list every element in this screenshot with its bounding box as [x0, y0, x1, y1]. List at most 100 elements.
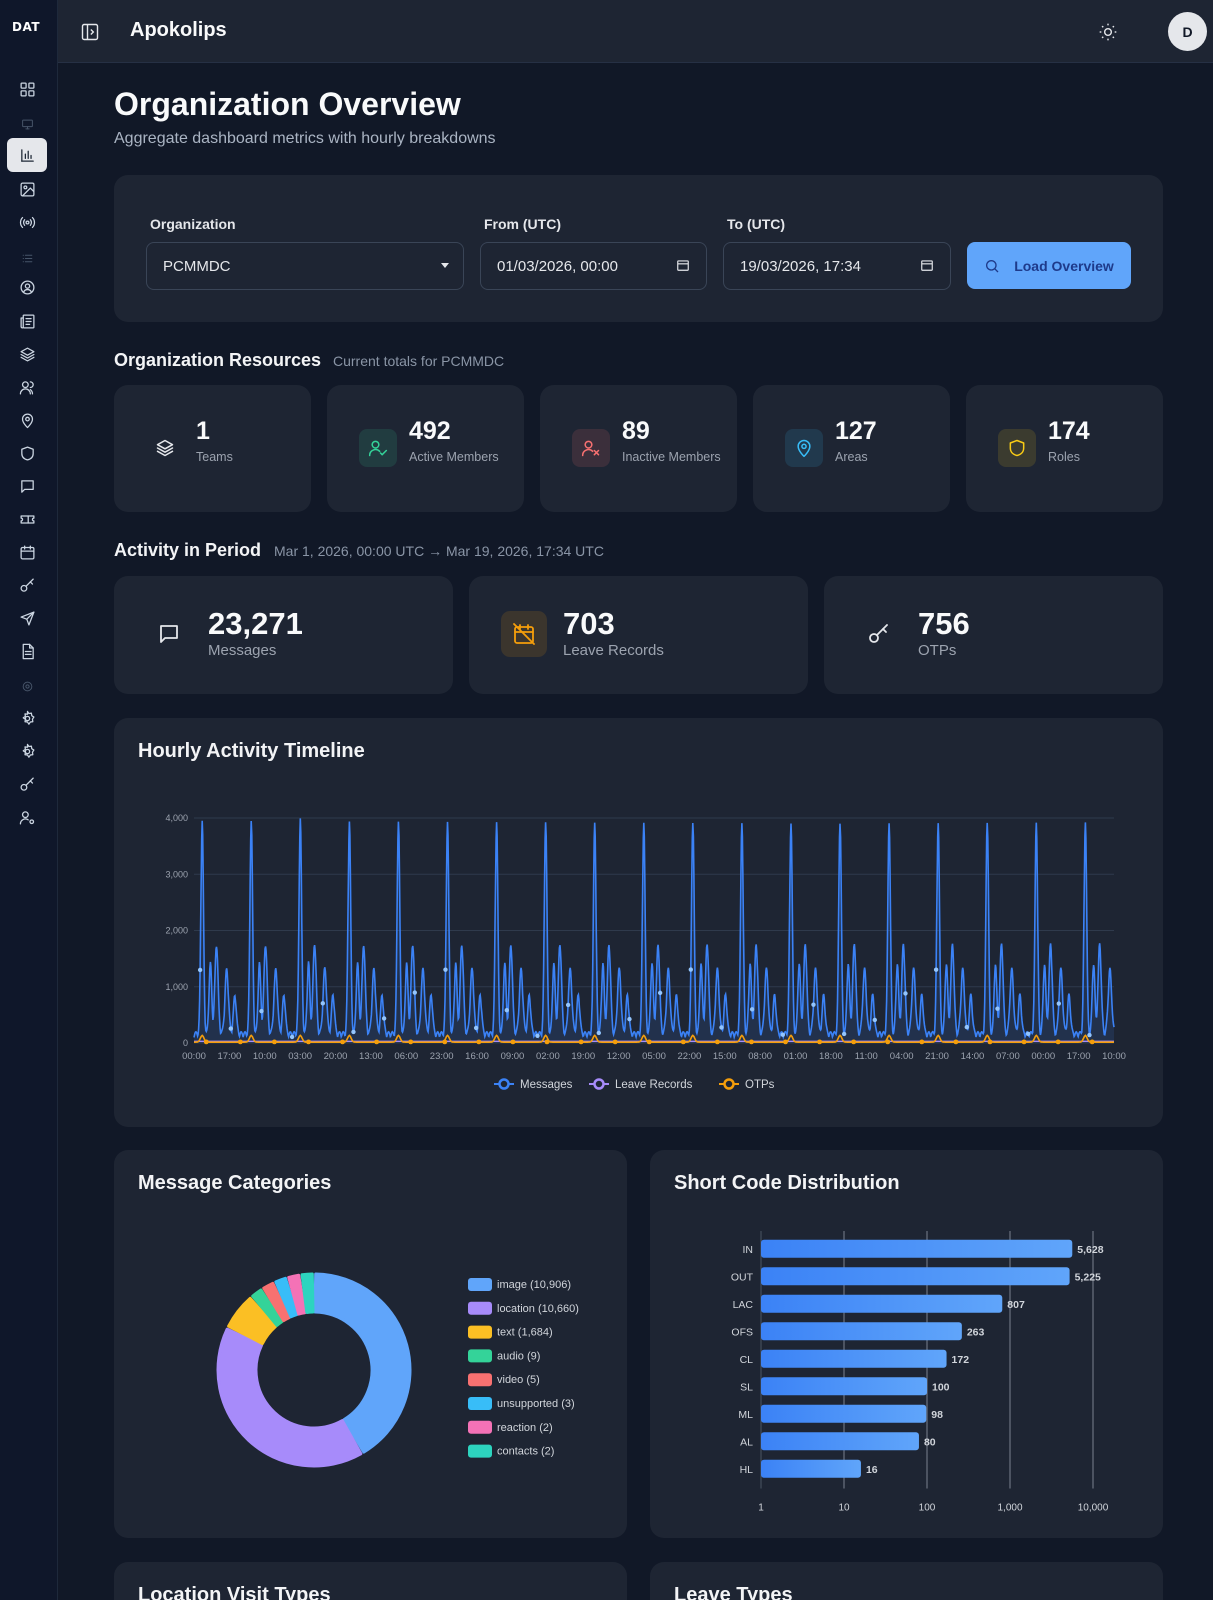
otps-point[interactable]: [374, 1039, 380, 1045]
messages-point[interactable]: [627, 1016, 632, 1022]
bar-HL[interactable]: [761, 1459, 861, 1478]
sidebar-item-settings[interactable]: [7, 734, 47, 768]
legend-item[interactable]: Leave Records: [589, 1078, 693, 1091]
sidebar-item-broadcast[interactable]: [7, 205, 47, 239]
otps-point[interactable]: [1021, 1039, 1027, 1045]
donut-slice-location[interactable]: [216, 1327, 363, 1468]
messages-point[interactable]: [688, 967, 693, 972]
messages-point[interactable]: [1025, 1031, 1031, 1036]
to-datetime-input[interactable]: 19/03/2026, 17:34: [723, 242, 951, 290]
otps-point[interactable]: [646, 1039, 652, 1045]
otps-point[interactable]: [783, 1039, 788, 1045]
messages-point[interactable]: [535, 1033, 540, 1038]
otps-point[interactable]: [919, 1039, 925, 1045]
otps-point[interactable]: [987, 1039, 993, 1045]
otps-point[interactable]: [953, 1039, 959, 1045]
messages-point[interactable]: [412, 990, 417, 995]
sidebar-item-newspaper[interactable]: [7, 304, 47, 338]
messages-point[interactable]: [719, 1025, 724, 1030]
sun-icon[interactable]: [1098, 22, 1118, 42]
messages-point[interactable]: [903, 991, 908, 996]
legend-item[interactable]: audio (9): [468, 1349, 540, 1363]
bar-ML[interactable]: [761, 1404, 927, 1423]
messages-point[interactable]: [1087, 1032, 1092, 1038]
calendar-icon[interactable]: [676, 258, 690, 272]
messages-point[interactable]: [351, 1029, 356, 1035]
sidebar-item-ticket[interactable]: [7, 502, 47, 536]
donut-slice-image[interactable]: [313, 1272, 412, 1454]
messages-point[interactable]: [780, 1032, 785, 1037]
otps-point[interactable]: [237, 1039, 243, 1045]
avatar[interactable]: D: [1168, 12, 1207, 51]
otps-point[interactable]: [612, 1039, 618, 1045]
otps-point[interactable]: [749, 1039, 754, 1045]
donut-slice-unsupported[interactable]: [274, 1276, 299, 1319]
messages-point[interactable]: [565, 1002, 571, 1008]
otps-point[interactable]: [1055, 1039, 1061, 1045]
messages-point[interactable]: [657, 990, 663, 996]
otps-point[interactable]: [680, 1039, 686, 1045]
legend-item[interactable]: contacts (2): [468, 1444, 554, 1458]
messages-point[interactable]: [473, 1025, 479, 1031]
bar-IN[interactable]: [761, 1239, 1073, 1258]
otps-point[interactable]: [340, 1039, 345, 1045]
messages-point[interactable]: [320, 1001, 325, 1006]
sidebar-item-send[interactable]: [7, 601, 47, 635]
bar-OUT[interactable]: [761, 1267, 1070, 1286]
messages-point[interactable]: [197, 967, 203, 973]
messages-point[interactable]: [381, 1016, 387, 1021]
otps-point[interactable]: [851, 1039, 857, 1045]
sidebar-item-calendar[interactable]: [7, 535, 47, 569]
donut-slice-reaction[interactable]: [287, 1273, 307, 1316]
sidebar-item-layers[interactable]: [7, 337, 47, 371]
sidebar-item-key[interactable]: [7, 767, 47, 801]
legend-item[interactable]: OTPs: [719, 1078, 775, 1091]
messages-point[interactable]: [504, 1007, 509, 1013]
messages-point[interactable]: [995, 1006, 1000, 1011]
donut-slice-video[interactable]: [262, 1281, 291, 1323]
otps-point[interactable]: [442, 1039, 448, 1045]
messages-point[interactable]: [749, 1007, 755, 1012]
messages-point[interactable]: [933, 967, 939, 972]
otps-point[interactable]: [578, 1039, 584, 1045]
otps-point[interactable]: [306, 1039, 311, 1045]
otps-point[interactable]: [510, 1039, 516, 1045]
organization-select[interactable]: PCMMDC: [146, 242, 464, 290]
otps-point[interactable]: [203, 1039, 209, 1045]
otps-point[interactable]: [817, 1039, 822, 1045]
bar-OFS[interactable]: [761, 1322, 962, 1341]
messages-point[interactable]: [872, 1017, 877, 1023]
otps-point[interactable]: [272, 1039, 277, 1045]
bar-SL[interactable]: [761, 1377, 927, 1396]
legend-item[interactable]: image (10,906): [468, 1278, 571, 1291]
sidebar-item-shield[interactable]: [7, 436, 47, 470]
legend-item[interactable]: unsupported (3): [468, 1397, 575, 1410]
otps-point[interactable]: [885, 1039, 891, 1045]
messages-point[interactable]: [811, 1002, 816, 1007]
legend-item[interactable]: reaction (2): [468, 1420, 553, 1434]
legend-item[interactable]: Messages: [494, 1078, 573, 1091]
sidebar-item-map-pin[interactable]: [7, 403, 47, 437]
bar-LAC[interactable]: [761, 1294, 1003, 1313]
sidebar-item-key[interactable]: [7, 568, 47, 602]
sidebar-item-image[interactable]: [7, 172, 47, 206]
sidebar-item-user-cog[interactable]: [7, 800, 47, 834]
otps-point[interactable]: [1089, 1039, 1095, 1045]
otps-point[interactable]: [544, 1039, 550, 1045]
load-overview-button[interactable]: Load Overview: [967, 242, 1131, 289]
sidebar-toggle-icon[interactable]: [80, 22, 100, 42]
calendar-icon[interactable]: [920, 258, 934, 272]
donut-slice-text[interactable]: [227, 1296, 277, 1346]
messages-point[interactable]: [259, 1008, 264, 1014]
messages-point[interactable]: [443, 967, 448, 972]
legend-item[interactable]: location (10,660): [468, 1301, 579, 1315]
sidebar-item-grid[interactable]: [7, 72, 47, 106]
sidebar-item-file-text[interactable]: [7, 634, 47, 668]
otps-point[interactable]: [476, 1039, 482, 1045]
bar-AL[interactable]: [761, 1432, 919, 1451]
otps-point[interactable]: [714, 1039, 720, 1045]
messages-point[interactable]: [1056, 1001, 1061, 1006]
otps-point[interactable]: [408, 1039, 414, 1045]
sidebar-item-settings[interactable]: [7, 701, 47, 735]
sidebar-item-users[interactable]: [7, 370, 47, 404]
